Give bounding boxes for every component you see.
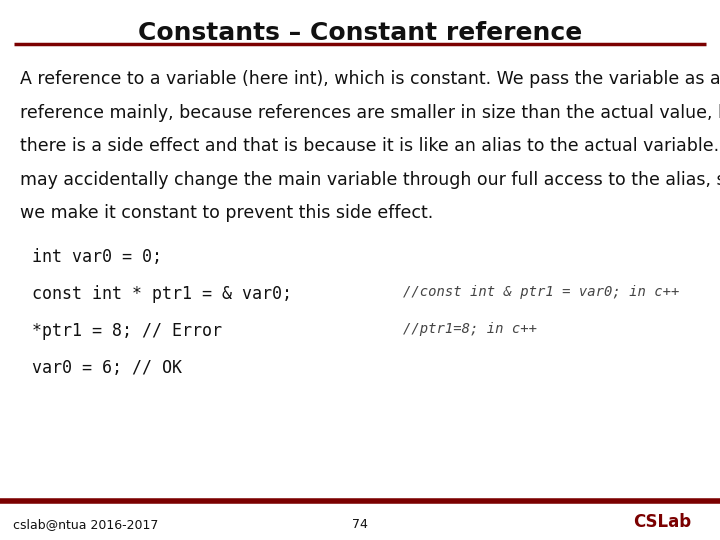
Text: 74: 74 [352, 518, 368, 531]
Text: *ptr1 = 8; // Error: *ptr1 = 8; // Error [32, 322, 222, 340]
Text: //const int & ptr1 = var0; in c++: //const int & ptr1 = var0; in c++ [403, 285, 680, 299]
Text: may accidentally change the main variable through our full access to the alias, : may accidentally change the main variabl… [20, 171, 720, 188]
Text: CSLab: CSLab [633, 513, 691, 531]
Text: int var0 = 0;: int var0 = 0; [32, 248, 163, 266]
Text: reference mainly, because references are smaller in size than the actual value, : reference mainly, because references are… [20, 104, 720, 122]
Text: we make it constant to prevent this side effect.: we make it constant to prevent this side… [20, 204, 433, 222]
Text: Constants – Constant reference: Constants – Constant reference [138, 21, 582, 44]
Text: A reference to a variable (here int), which is constant. We pass the variable as: A reference to a variable (here int), wh… [20, 70, 720, 88]
Text: //ptr1=8; in c++: //ptr1=8; in c++ [403, 322, 537, 336]
Text: there is a side effect and that is because it is like an alias to the actual var: there is a side effect and that is becau… [20, 137, 720, 155]
Text: var0 = 6; // OK: var0 = 6; // OK [32, 359, 182, 376]
Text: const int * ptr1 = & var0;: const int * ptr1 = & var0; [32, 285, 292, 303]
Text: cslab@ntua 2016-2017: cslab@ntua 2016-2017 [13, 518, 158, 531]
